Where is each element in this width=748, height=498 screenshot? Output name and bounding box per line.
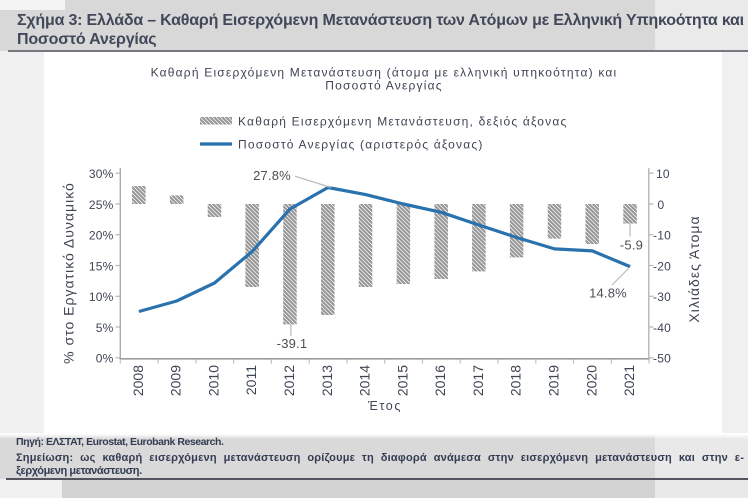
- svg-text:-10: -10: [653, 229, 671, 243]
- svg-text:-20: -20: [653, 259, 671, 273]
- svg-text:15%: 15%: [89, 259, 114, 273]
- svg-text:Χιλιάδες Άτομα: Χιλιάδες Άτομα: [686, 215, 702, 322]
- svg-text:-30: -30: [653, 290, 671, 304]
- svg-text:-50: -50: [653, 352, 671, 366]
- svg-text:-40: -40: [653, 321, 671, 335]
- svg-text:2010: 2010: [206, 365, 222, 396]
- svg-text:Έτος: Έτος: [367, 399, 402, 413]
- svg-text:10: 10: [656, 167, 670, 181]
- svg-text:Ποσοστό Ανεργίας: Ποσοστό Ανεργίας: [325, 79, 442, 93]
- svg-text:% στο Εργατικό Δυναμικό: % στο Εργατικό Δυναμικό: [61, 182, 77, 364]
- svg-text:Καθαρή Εισερχόμενη Μετανάστευσ: Καθαρή Εισερχόμενη Μετανάστευση (άτομα μ…: [151, 66, 618, 80]
- svg-text:2008: 2008: [130, 365, 146, 396]
- svg-text:2014: 2014: [357, 365, 373, 396]
- svg-text:Καθαρή Εισερχόμενη Μετανάστευσ: Καθαρή Εισερχόμενη Μετανάστευση, δεξιός …: [238, 115, 567, 129]
- svg-text:Ποσοστό Ανεργίας (αριστερός άξ: Ποσοστό Ανεργίας (αριστερός άξονας): [238, 138, 484, 152]
- svg-text:2021: 2021: [621, 365, 637, 396]
- svg-text:2018: 2018: [508, 365, 524, 396]
- svg-text:-39.1: -39.1: [277, 336, 308, 351]
- svg-text:5%: 5%: [96, 321, 114, 335]
- svg-text:25%: 25%: [89, 198, 114, 212]
- svg-text:0: 0: [658, 198, 665, 212]
- svg-text:2009: 2009: [168, 365, 184, 396]
- svg-text:-5.9: -5.9: [620, 238, 643, 253]
- svg-text:2011: 2011: [243, 365, 259, 395]
- svg-text:30%: 30%: [89, 167, 114, 181]
- svg-text:0%: 0%: [96, 352, 114, 366]
- svg-text:20%: 20%: [89, 229, 114, 243]
- svg-text:2017: 2017: [470, 365, 486, 396]
- svg-text:10%: 10%: [89, 290, 114, 304]
- svg-text:2013: 2013: [319, 365, 335, 396]
- svg-text:2016: 2016: [432, 365, 448, 396]
- svg-text:2015: 2015: [394, 365, 410, 396]
- svg-text:2019: 2019: [546, 365, 562, 396]
- svg-text:2012: 2012: [281, 365, 297, 396]
- svg-text:14.8%: 14.8%: [589, 286, 627, 301]
- svg-text:2020: 2020: [583, 365, 599, 396]
- svg-text:27.8%: 27.8%: [253, 168, 291, 183]
